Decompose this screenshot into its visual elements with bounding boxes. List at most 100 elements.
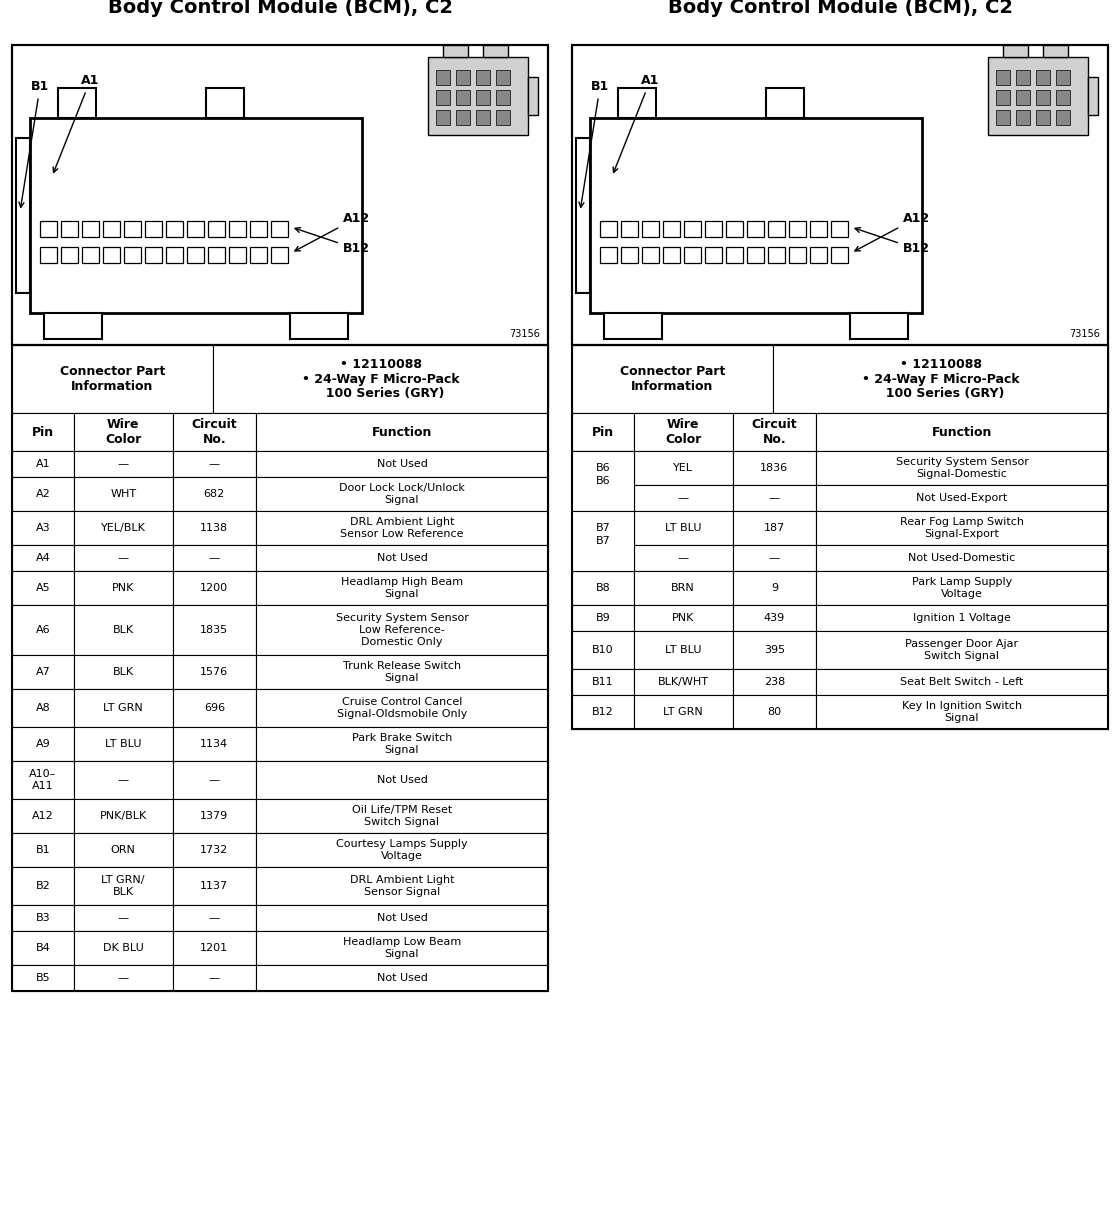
Bar (12, 728, 74, 761)
Bar (12, 799, 74, 833)
Bar (12, 45, 548, 345)
Bar (572, 571, 634, 605)
Bar (255, 931, 548, 964)
Bar (572, 669, 634, 694)
Bar (255, 413, 548, 452)
Bar (663, 221, 680, 237)
Bar (12, 571, 74, 605)
Bar (476, 70, 491, 85)
Bar (572, 345, 1108, 729)
Bar (187, 221, 204, 237)
Bar (436, 110, 450, 125)
Text: 395: 395 (764, 645, 785, 655)
Bar (732, 571, 815, 605)
Bar (996, 90, 1010, 106)
Bar (74, 931, 172, 964)
Bar (572, 694, 634, 729)
Bar (271, 221, 288, 237)
Bar (768, 247, 785, 263)
Text: Function: Function (932, 426, 992, 438)
Bar (444, 45, 468, 56)
Bar (620, 221, 638, 237)
Text: 187: 187 (764, 523, 785, 533)
Text: YEL: YEL (673, 463, 693, 472)
Bar (12, 413, 74, 452)
Text: B1: B1 (36, 845, 50, 855)
Bar (1036, 90, 1051, 106)
Text: LT GRN: LT GRN (663, 707, 703, 717)
Text: 1201: 1201 (200, 944, 228, 953)
Text: A7: A7 (36, 667, 50, 677)
Bar (634, 452, 732, 485)
Bar (572, 510, 634, 545)
Bar (1056, 110, 1070, 125)
Bar (1016, 70, 1030, 85)
Text: Wire
Color: Wire Color (665, 418, 701, 445)
Bar (815, 452, 1108, 485)
Bar (144, 221, 162, 237)
Text: A9: A9 (36, 739, 50, 748)
Bar (12, 964, 74, 991)
Bar (618, 88, 656, 118)
Bar (634, 571, 732, 605)
Bar (208, 221, 225, 237)
Text: 1137: 1137 (200, 881, 228, 891)
Text: Wire
Color: Wire Color (105, 418, 141, 445)
Bar (732, 510, 815, 545)
Bar (496, 90, 510, 106)
Bar (684, 247, 701, 263)
Bar (436, 90, 450, 106)
Bar (74, 477, 172, 510)
Bar (44, 313, 102, 339)
Bar (604, 313, 662, 339)
Bar (642, 247, 659, 263)
Text: B1: B1 (579, 81, 609, 207)
Text: —: — (118, 775, 129, 785)
Bar (572, 485, 634, 510)
Bar (12, 545, 74, 571)
Bar (255, 867, 548, 906)
Text: A4: A4 (36, 553, 50, 563)
Bar (172, 833, 255, 867)
Bar (124, 221, 141, 237)
Text: 1134: 1134 (200, 739, 228, 748)
Bar (456, 70, 470, 85)
Text: —: — (208, 775, 220, 785)
Bar (74, 867, 172, 906)
Text: 238: 238 (764, 677, 785, 687)
Text: B2: B2 (36, 881, 50, 891)
Bar (684, 221, 701, 237)
Bar (255, 510, 548, 545)
Text: LT BLU: LT BLU (665, 523, 701, 533)
Bar (172, 964, 255, 991)
Text: PNK: PNK (112, 583, 134, 593)
Bar (213, 345, 548, 413)
Bar (255, 833, 548, 867)
Bar (74, 906, 172, 931)
Bar (815, 605, 1108, 631)
Bar (255, 452, 548, 477)
Text: —: — (118, 459, 129, 469)
Bar (271, 247, 288, 263)
Text: Park Brake Switch
Signal: Park Brake Switch Signal (352, 734, 452, 755)
Bar (428, 56, 528, 135)
Bar (572, 345, 1108, 413)
Text: A12: A12 (32, 811, 54, 821)
Text: Circuit
No.: Circuit No. (192, 418, 237, 445)
Bar (600, 247, 617, 263)
Bar (634, 631, 732, 669)
Text: LT BLU: LT BLU (665, 645, 701, 655)
Text: Not Used: Not Used (376, 973, 428, 983)
Text: A3: A3 (36, 523, 50, 533)
Text: A10–
A11: A10– A11 (29, 769, 56, 790)
Bar (82, 221, 99, 237)
Text: B10: B10 (592, 645, 614, 655)
Bar (572, 45, 1108, 345)
Text: DRL Ambient Light
Sensor Signal: DRL Ambient Light Sensor Signal (349, 875, 455, 897)
Bar (436, 70, 450, 85)
Text: LT GRN: LT GRN (103, 703, 143, 713)
Text: —: — (118, 553, 129, 563)
Text: 1835: 1835 (200, 625, 228, 636)
Bar (74, 833, 172, 867)
Bar (12, 477, 74, 510)
